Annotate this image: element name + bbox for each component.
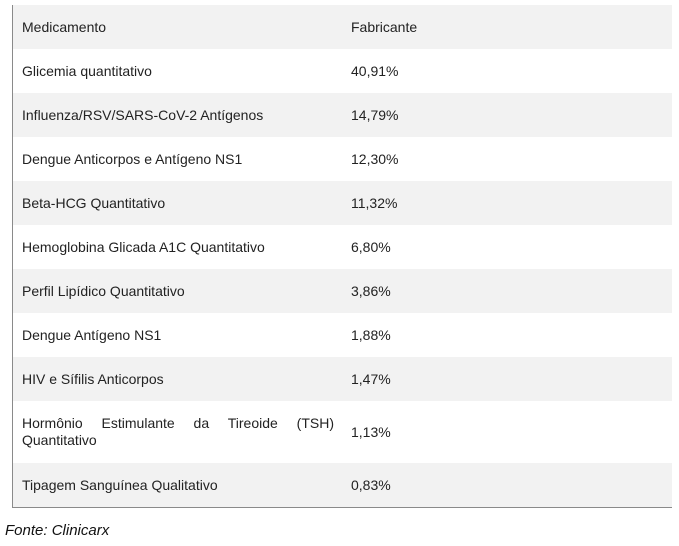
row-value: 1,47%	[351, 371, 391, 387]
table-row: Dengue Anticorpos e Antígeno NS1 12,30%	[13, 137, 672, 181]
row-name: Influenza/RSV/SARS-CoV-2 Antígenos	[22, 107, 264, 123]
data-table-container: Medicamento Fabricante Glicemia quantita…	[12, 5, 672, 508]
row-value: 40,91%	[351, 63, 399, 79]
row-name: Hemoglobina Glicada A1C Quantitativo	[22, 239, 265, 255]
row-value: 0,83%	[351, 477, 391, 493]
table-row: Dengue Antígeno NS1 1,88%	[13, 313, 672, 357]
row-value: 6,80%	[351, 239, 391, 255]
header-fabricante: Fabricante	[351, 19, 418, 35]
table-row: Beta-HCG Quantitativo 11,32%	[13, 181, 672, 225]
row-value: 1,88%	[351, 327, 391, 343]
row-value: 11,32%	[351, 195, 398, 211]
row-name: Dengue Antígeno NS1	[22, 327, 162, 343]
row-name: Glicemia quantitativo	[22, 63, 152, 79]
table-row: Hemoglobina Glicada A1C Quantitativo 6,8…	[13, 225, 672, 269]
source-caption: Fonte: Clinicarx	[5, 522, 110, 539]
row-name: Tipagem Sanguínea Qualitativo	[22, 477, 218, 493]
row-value: 1,13%	[351, 424, 391, 440]
row-name: Perfil Lipídico Quantitativo	[22, 283, 185, 299]
table-row: Influenza/RSV/SARS-CoV-2 Antígenos 14,79…	[13, 93, 672, 137]
row-value: 3,86%	[351, 283, 391, 299]
table-header-row: Medicamento Fabricante	[13, 5, 672, 49]
row-name: Hormônio Estimulante da Tireoide (TSH) Q…	[22, 415, 334, 448]
header-medicamento: Medicamento	[22, 19, 107, 35]
row-value: 12,30%	[351, 151, 399, 167]
row-name: Dengue Anticorpos e Antígeno NS1	[22, 151, 243, 167]
table-row: HIV e Sífilis Anticorpos 1,47%	[13, 357, 672, 401]
row-name: Beta-HCG Quantitativo	[22, 195, 166, 211]
data-table: Medicamento Fabricante Glicemia quantita…	[13, 5, 672, 507]
row-value: 14,79%	[351, 107, 399, 123]
table-row: Glicemia quantitativo 40,91%	[13, 49, 672, 93]
table-row: Tipagem Sanguínea Qualitativo 0,83%	[13, 463, 672, 507]
row-name: HIV e Sífilis Anticorpos	[22, 371, 164, 387]
table-row: Perfil Lipídico Quantitativo 3,86%	[13, 269, 672, 313]
table-row: Hormônio Estimulante da Tireoide (TSH) Q…	[13, 401, 672, 463]
